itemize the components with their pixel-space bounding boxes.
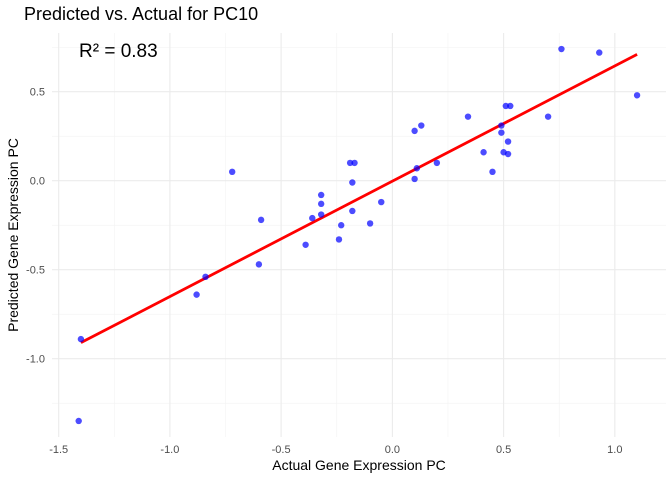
data-point [309, 214, 316, 222]
data-point [346, 159, 354, 167]
data-point [378, 198, 385, 206]
data-point [502, 102, 510, 110]
data-point [544, 113, 552, 120]
y-tick-label: -1.0 [26, 354, 45, 366]
data-point [411, 127, 418, 135]
data-point [77, 335, 85, 343]
y-tick-label: 0.5 [30, 87, 45, 99]
data-point [75, 417, 82, 425]
fit-line-layer [80, 53, 638, 344]
data-point [596, 49, 603, 56]
data-point [317, 191, 325, 199]
y-axis-label: Predicted Gene Expression PC [5, 138, 21, 332]
data-point [498, 122, 505, 129]
data-point [504, 150, 512, 158]
x-tick-label: -0.5 [272, 444, 291, 456]
x-tick-labels: -1.5 -1.0 -0.5 0.0 0.5 1.0 [49, 444, 622, 456]
data-point [349, 207, 356, 215]
data-point [489, 168, 496, 176]
data-point [480, 149, 487, 156]
points-layer [75, 45, 641, 425]
data-point [366, 220, 374, 227]
data-point [558, 45, 565, 53]
data-point [335, 236, 343, 243]
data-point [413, 165, 421, 172]
data-point [433, 159, 441, 167]
data-point [507, 102, 514, 110]
data-point [317, 211, 325, 218]
data-point [349, 179, 356, 186]
data-point [633, 92, 641, 99]
data-point [338, 222, 345, 229]
data-point [411, 175, 418, 183]
regression-line [80, 53, 638, 344]
y-tick-label: -0.5 [26, 265, 45, 277]
data-point [418, 122, 425, 129]
data-point [257, 216, 265, 224]
grid [52, 33, 666, 437]
x-tick-label: -1.0 [160, 444, 179, 456]
y-tick-label: 0.0 [30, 176, 45, 188]
x-tick-label: -1.5 [49, 444, 68, 456]
data-point [202, 273, 209, 281]
data-point [351, 159, 358, 167]
chart-title: Predicted vs. Actual for PC10 [24, 4, 258, 24]
x-axis-label: Actual Gene Expression PC [272, 457, 446, 473]
data-point [504, 138, 512, 145]
r-squared-annotation: R² = 0.83 [79, 41, 158, 62]
x-tick-label: 0.0 [385, 444, 400, 456]
data-point [228, 168, 236, 176]
data-point [498, 129, 505, 136]
y-tick-labels: -1.0 -0.5 0.0 0.5 [26, 87, 45, 366]
data-point [317, 200, 325, 208]
data-point [255, 261, 263, 268]
data-point [464, 113, 472, 120]
data-point [302, 241, 309, 248]
data-point [193, 291, 200, 298]
x-tick-label: 1.0 [607, 444, 622, 456]
x-tick-label: 0.5 [496, 444, 511, 456]
